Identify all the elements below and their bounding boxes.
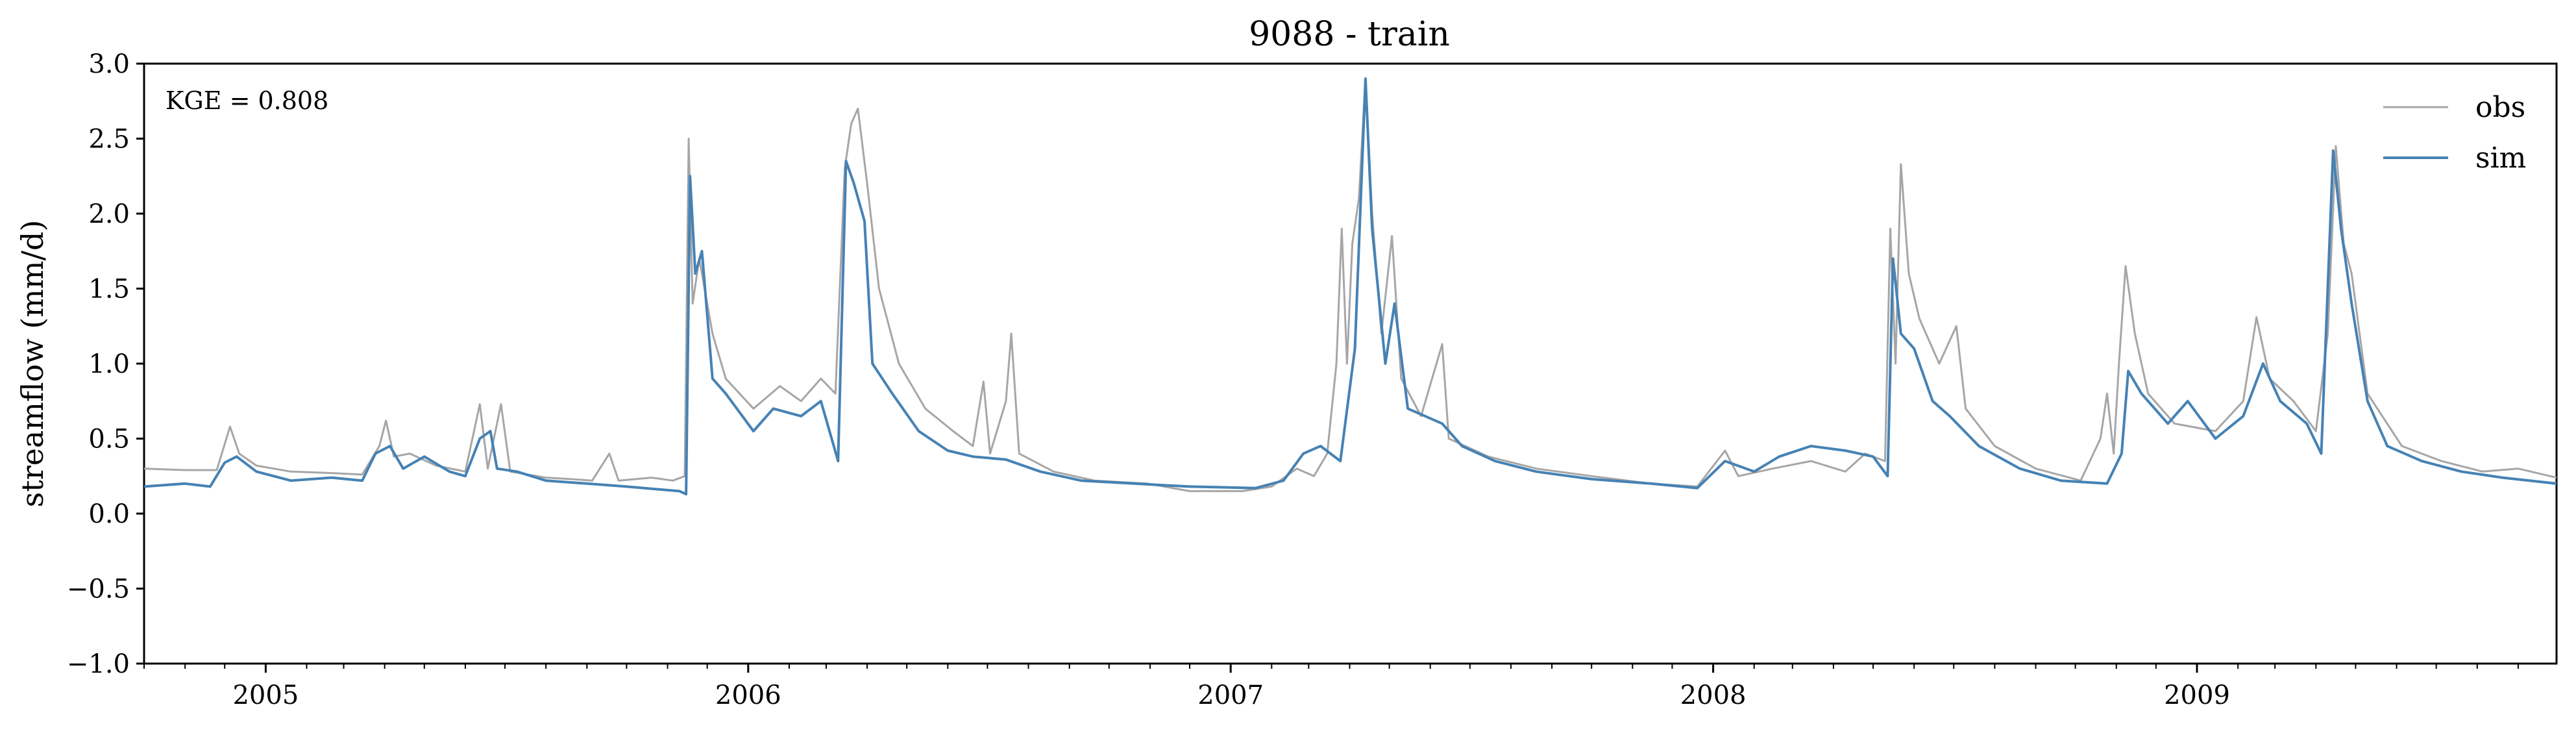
chart-title: 9088 - train (1249, 15, 1450, 54)
kge-annotation: KGE = 0.808 (166, 86, 328, 115)
series-line-sim (143, 77, 2557, 495)
y-tick-label: 1.5 (88, 275, 130, 305)
x-tick-label: 2006 (715, 680, 781, 710)
x-tick-label: 2008 (1680, 680, 1747, 710)
y-tick-label: 0.5 (88, 425, 130, 455)
x-tick-label: 2007 (1197, 680, 1264, 710)
y-tick-label: 1.0 (88, 349, 130, 379)
y-axis: −1.0 −0.5 0.0 0.5 1.0 1.5 2.0 2.5 3.0 (67, 49, 144, 679)
x-axis: 2005 2006 2007 2008 2009 (143, 664, 2519, 710)
plot-frame (143, 62, 2558, 665)
legend-label-obs: obs (2475, 91, 2525, 124)
y-axis-label: streamflow (mm/d) (15, 220, 50, 508)
y-tick-label: −1.0 (67, 649, 130, 679)
y-tick-label: −0.5 (67, 575, 130, 604)
x-tick-label: 2009 (2164, 680, 2230, 710)
legend-label-sim: sim (2475, 142, 2526, 175)
series-layer (143, 77, 2557, 495)
y-tick-label: 0.0 (88, 499, 130, 529)
x-tick-label: 2005 (232, 680, 299, 710)
legend: obs sim (2383, 91, 2526, 175)
y-tick-label: 2.5 (88, 125, 130, 155)
series-line-obs (143, 77, 2557, 492)
y-tick-label: 3.0 (88, 49, 130, 79)
y-tick-label: 2.0 (88, 199, 130, 229)
